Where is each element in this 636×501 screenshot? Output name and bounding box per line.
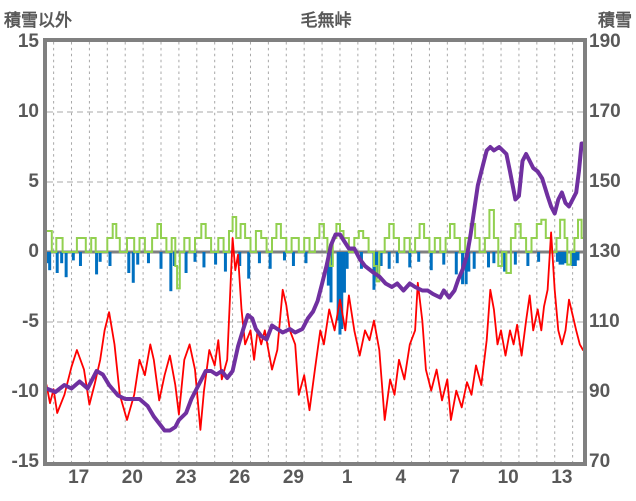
right-axis-tick: 170 — [589, 101, 621, 122]
x-axis-tick: 17 — [68, 467, 90, 488]
blue-bars-bar — [338, 252, 342, 335]
blue-bars-bar — [169, 252, 173, 292]
blue-bars-bar — [291, 252, 295, 266]
blue-bars-bar — [98, 252, 102, 262]
green-step — [47, 209, 583, 290]
blue-bars-bar — [417, 252, 421, 262]
left-axis-tick: 10 — [17, 101, 39, 122]
left-axis-tick: 15 — [17, 31, 39, 52]
blue-bars-bar — [558, 252, 562, 265]
blue-bars-bar — [513, 252, 517, 265]
blue-bars-bar — [563, 252, 567, 264]
left-axis-tick: 0 — [28, 241, 39, 262]
blue-bars-bar — [193, 252, 197, 262]
blue-bars-bar — [329, 252, 333, 303]
blue-bars-bar — [395, 252, 399, 264]
blue-bars-bar — [108, 252, 112, 266]
blue-bars-bar — [127, 252, 131, 273]
x-axis-tick: 20 — [121, 467, 143, 488]
blue-bars-bar — [464, 252, 468, 285]
blue-bars-bar — [214, 252, 218, 265]
blue-bars-bar — [345, 252, 349, 269]
right-axis-tick: 130 — [589, 241, 621, 262]
right-axis-tick: 190 — [589, 31, 621, 52]
blue-bars-bar — [71, 252, 75, 261]
blue-bars-bar — [429, 252, 433, 271]
blue-bars-bar — [571, 252, 575, 266]
blue-bars-bar — [472, 252, 476, 269]
blue-bars-bar — [257, 252, 261, 264]
blue-bars-bar — [55, 252, 59, 273]
blue-bars-bar — [268, 252, 272, 269]
blue-bars-bar — [78, 252, 82, 266]
x-axis-tick: 23 — [175, 467, 197, 488]
red-line — [47, 231, 583, 431]
x-axis-tick: 26 — [229, 467, 251, 488]
snow-depth-purple — [47, 141, 583, 433]
x-axis-tick: 1 — [341, 467, 353, 488]
blue-bars-bar — [64, 252, 68, 278]
blue-bars-bar — [503, 252, 507, 272]
left-axis-title: 積雪以外 — [4, 11, 72, 30]
blue-bars-bar — [340, 252, 344, 329]
right-axis-tick: 110 — [589, 311, 620, 332]
blue-bars-bar — [487, 252, 491, 268]
blue-bars-bar — [379, 252, 383, 266]
blue-bars-bar — [95, 252, 99, 275]
x-axis-tick: 13 — [551, 467, 573, 488]
blue-bars-bar — [336, 252, 340, 321]
chart-title: 毛無峠 — [300, 11, 352, 30]
right-axis-title: 積雪 — [598, 11, 632, 30]
right-axis-tick: 70 — [589, 451, 611, 472]
blue-bars-bar — [136, 252, 140, 265]
x-axis-tick: 29 — [282, 467, 304, 488]
blue-bars-bar — [526, 252, 530, 266]
blue-bars-bar — [454, 252, 458, 275]
blue-bars-bar — [537, 252, 541, 262]
blue-bars-bar — [60, 252, 64, 264]
x-axis-tick: 4 — [395, 467, 407, 488]
blue-bars-bar — [223, 252, 227, 272]
x-axis-tick: 10 — [497, 467, 519, 488]
blue-bars-bar — [387, 252, 391, 269]
blue-bars-bar — [561, 252, 565, 265]
blue-bars-bar — [555, 252, 559, 262]
blue-bars-bar — [576, 252, 580, 261]
x-axis-tick: 7 — [449, 467, 460, 488]
blue-bars-bar — [492, 252, 496, 264]
blue-bars-bar — [342, 252, 346, 293]
blue-bars-bar — [184, 252, 188, 273]
left-axis-tick: 5 — [28, 171, 39, 192]
blue-bars-bar — [304, 252, 308, 264]
blue-bars-bar — [282, 252, 286, 261]
blue-bars-bar — [326, 252, 330, 286]
right-axis-tick: 150 — [589, 171, 621, 192]
blue-bars-bar — [159, 252, 163, 269]
left-axis-tick: -10 — [11, 381, 39, 402]
blue-bars-bar — [202, 252, 206, 268]
blue-bars-bar — [131, 252, 135, 283]
left-axis-tick: -5 — [22, 311, 39, 332]
blue-bars-bar — [146, 252, 150, 264]
right-axis-tick: 90 — [589, 381, 611, 402]
blue-bars-bar — [467, 252, 471, 272]
plot-area — [47, 42, 583, 462]
blue-bars-bar — [48, 252, 52, 271]
left-axis-tick: -15 — [11, 451, 39, 472]
blue-bars-bar — [238, 252, 242, 266]
blue-bars-bar — [442, 252, 446, 265]
blue-bars-bar — [408, 252, 412, 268]
blue-bars-bar — [573, 252, 577, 266]
blue-bars-bar — [247, 252, 251, 279]
